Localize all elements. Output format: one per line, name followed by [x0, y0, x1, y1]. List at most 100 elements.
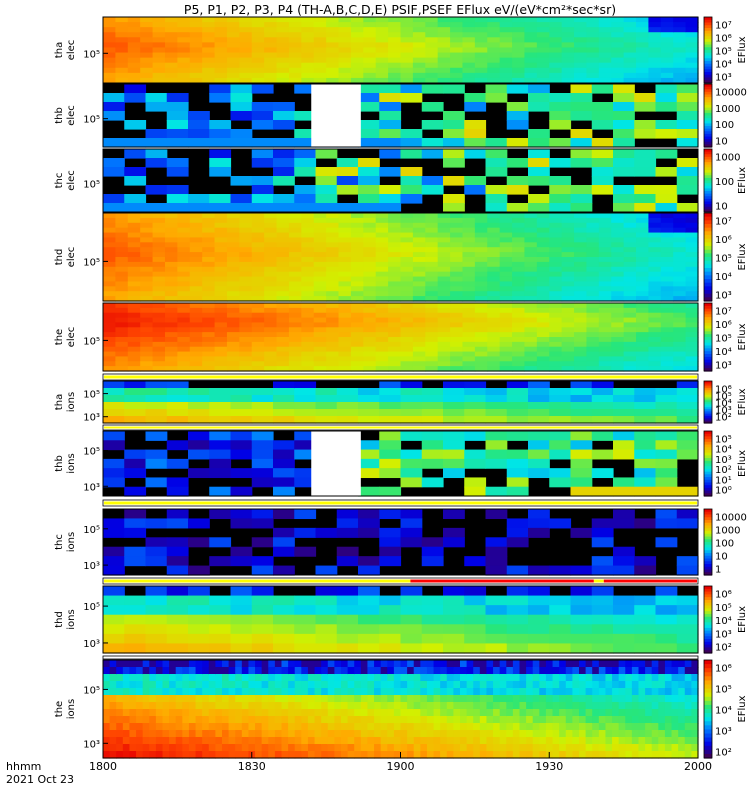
colorbar-label: EFlux [737, 695, 748, 722]
panel-label-thd-elec: thd elec [54, 247, 77, 268]
panel-frame [102, 302, 699, 372]
y-tick-label: 10⁵ [83, 390, 100, 401]
species-label: ions [66, 609, 77, 629]
flag-bar-thc-ions [102, 577, 699, 585]
colorbar-tick-label: 10³ [715, 361, 732, 372]
colorbar-thc-elec: 1000 100 10 EFlux [703, 148, 748, 213]
species-label: elec [66, 327, 77, 348]
colorbar-tick-label: 10³ [715, 406, 732, 417]
probe-label: thb [54, 455, 65, 472]
colorbar-tick-label: 10⁵ [715, 392, 732, 403]
probe-label: tha [54, 42, 65, 58]
colorbar-thc-ions: 10000 1000 100 10 1 [703, 508, 747, 576]
probe-label: thd [54, 611, 65, 628]
panel-label-tha-elec: tha elec [54, 40, 77, 61]
colorbar-tick-label: 10⁴ [715, 445, 732, 456]
probe-label: thb [54, 107, 65, 124]
colorbar-tick-label: 1000 [715, 526, 740, 537]
panel-label-thc-elec: thc elec [54, 170, 77, 191]
y-tick-label: 10⁵ [83, 49, 100, 60]
colorbar-tick-label: 10⁵ [715, 334, 732, 345]
panel-label-thd-ions: thd ions [54, 609, 77, 629]
colorbar-thb-elec: 10000 1000 100 10 [703, 83, 747, 148]
colorbar-label: EFlux [737, 36, 748, 63]
colorbar-tick-label: 10² [715, 465, 732, 476]
heatmap-thd-elec [103, 213, 699, 302]
panel-frame [102, 508, 699, 576]
flag-bar-tha-ions [102, 424, 699, 431]
figure-title: P5, P1, P2, P3, P4 (TH-A,B,C,D,E) PSIF,P… [184, 2, 616, 17]
colorbar-label: EFlux [737, 167, 748, 194]
colorbar-the-elec: 10⁷ 10⁶ 10⁵ 10⁴ 10³ EFlux [703, 302, 748, 372]
colorbar-tick-label: 10 [715, 137, 728, 148]
species-label: ions [66, 453, 77, 473]
probe-label: thc [54, 534, 65, 550]
x-tick-label: 1830 [238, 760, 266, 773]
heatmap-tha-ions [103, 381, 699, 424]
colorbar-tick-label: 10² [715, 748, 732, 759]
species-label: elec [66, 170, 77, 191]
x-tick-label: 1800 [89, 760, 117, 773]
y-tick-label: 10⁵ [83, 447, 100, 458]
heatmap-thd-ions [103, 586, 699, 654]
colorbar-label: EFlux [737, 606, 748, 633]
species-label: ions [66, 699, 77, 719]
probe-label: thd [54, 249, 65, 266]
y-tick-label: 10⁵ [83, 525, 100, 536]
panel-thc-elec: thc elec 10⁵ 1000 100 10 EFlux [54, 148, 748, 213]
panel-thd-ions: thd ions 10⁵ 10³ 10⁶ 10⁵ 10⁴ 10³ 10² EFlux [54, 585, 748, 654]
colorbar-tha-elec: 10⁷ 10⁶ 10⁵ 10⁴ 10³ EFlux [703, 16, 748, 84]
colorbar-tick-label: 1 [715, 565, 721, 576]
probe-label: the [54, 701, 65, 717]
time-axis-label: hhmm [6, 760, 41, 773]
x-tick-label: 1930 [535, 760, 563, 773]
panel-label-the-ions: the ions [54, 699, 77, 719]
colorbar-tick-label: 10⁷ [715, 21, 732, 32]
flag-bar-thd-ions [102, 655, 699, 660]
data-gap [311, 84, 361, 147]
y-tick-label: 10³ [83, 413, 100, 424]
panel-frame [102, 16, 699, 84]
panel-the-elec: the elec 10⁵ 10⁷ 10⁶ 10⁵ 10⁴ 10³ EFlux [54, 302, 748, 372]
y-tick-label: 10⁵ [83, 180, 100, 191]
panel-frame [102, 585, 699, 654]
panel-label-thb-elec: thb elec [54, 105, 77, 126]
colorbar-tick-label: 100 [715, 120, 734, 131]
panel-frame [102, 83, 699, 148]
species-label: elec [66, 40, 77, 61]
colorbar-tick-label: 10⁵ [715, 685, 732, 696]
colorbar-label: EFlux [737, 388, 748, 415]
colorbar-thd-ions: 10⁶ 10⁵ 10⁴ 10³ 10² EFlux [703, 585, 748, 654]
colorbar-tick-label: 10³ [715, 727, 732, 738]
panel-frame [102, 148, 699, 213]
colorbar-tick-label: 100 [715, 539, 734, 550]
colorbar-tick-label: 10⁴ [715, 399, 732, 410]
panel-frame [102, 380, 699, 424]
y-tick-label: 10³ [83, 639, 100, 650]
colorbar-tick-label: 10⁶ [715, 385, 732, 396]
heatmap-thc-ions [103, 509, 699, 576]
colorbar-label: EFlux [737, 450, 748, 477]
panel-frame [102, 430, 699, 497]
colorbar-tick-label: 10⁴ [715, 706, 732, 717]
panel-frame [102, 212, 699, 302]
x-tick-label: 1900 [387, 760, 415, 773]
colorbar-tick-label: 10¹ [715, 475, 732, 486]
probe-label: tha [54, 394, 65, 410]
colorbar-tick-label: 10⁵ [715, 435, 732, 446]
y-tick-label: 10³ [83, 561, 100, 572]
panel-label-the-elec: the elec [54, 327, 77, 348]
y-tick-label: 10⁵ [83, 685, 100, 696]
panel-label-thc-ions: thc ions [54, 532, 77, 552]
panel-label-tha-ions: tha ions [54, 392, 77, 412]
heatmap-the-ions [103, 660, 699, 759]
colorbar-tick-label: 1000 [715, 153, 740, 164]
y-tick-label: 10⁵ [83, 257, 100, 268]
colorbar-tick-label: 1000 [715, 104, 740, 115]
colorbar-the-ions: 10⁶ 10⁵ 10⁴ 10³ 10² EFlux [703, 659, 748, 759]
colorbar-tick-label: 10³ [715, 73, 732, 84]
colorbar-tick-label: 10⁷ [715, 307, 732, 318]
colorbar-tick-label: 10⁶ [715, 320, 732, 331]
panel-thb-elec: thb elec 10⁵ 10000 1000 100 10 [54, 83, 747, 148]
